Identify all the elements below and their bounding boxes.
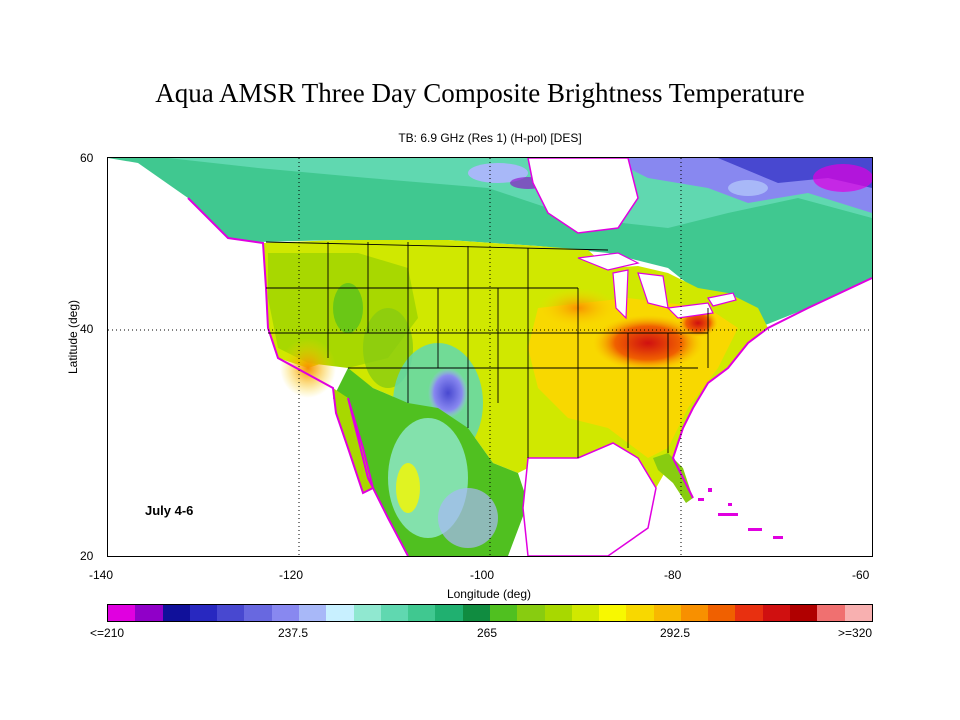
graticule xyxy=(108,158,872,556)
y-tick-40: 40 xyxy=(80,322,94,336)
colorbar-segment-23 xyxy=(735,605,763,621)
colorbar-segment-24 xyxy=(762,605,791,621)
x-tick-neg60: -60 xyxy=(852,568,870,582)
colorbar-label-265: 265 xyxy=(477,626,498,640)
map-canvas xyxy=(108,158,872,556)
colorbar-segment-10 xyxy=(380,605,409,621)
x-tick-neg120: -120 xyxy=(279,568,304,582)
colorbar-segment-15 xyxy=(517,605,545,621)
x-tick-neg140: -140 xyxy=(89,568,114,582)
colorbar-segment-26 xyxy=(817,605,845,621)
colorbar-segment-22 xyxy=(708,605,736,621)
colorbar-segment-19 xyxy=(626,605,654,621)
great-lakes xyxy=(577,252,737,320)
colorbar-label-237: 237.5 xyxy=(278,626,309,640)
florida xyxy=(653,453,693,503)
x-axis-label: Longitude (deg) xyxy=(446,587,532,601)
colorbar xyxy=(107,604,873,622)
colorbar-segment-2 xyxy=(162,605,190,621)
map-subtitle: TB: 6.9 GHz (Res 1) (H-pol) [DES] xyxy=(398,131,582,145)
colorbar-segment-4 xyxy=(217,605,245,621)
y-axis-label: Latitude (deg) xyxy=(66,299,80,375)
colorbar-segment-18 xyxy=(599,605,627,621)
colorbar-label-min: <=210 xyxy=(90,626,125,640)
caribbean-islands xyxy=(698,488,783,539)
y-tick-20: 20 xyxy=(80,549,94,563)
atlantic-coast xyxy=(671,277,872,499)
colorbar-label-292: 292.5 xyxy=(660,626,691,640)
baja-peninsula xyxy=(333,388,373,493)
state-borders xyxy=(265,241,709,458)
x-tick-neg80: -80 xyxy=(664,568,682,582)
colorbar-segment-14 xyxy=(489,605,518,621)
colorbar-segment-5 xyxy=(244,605,272,621)
colorbar-segment-8 xyxy=(326,605,354,621)
colorbar-segment-0 xyxy=(108,605,136,621)
colorbar-segment-25 xyxy=(790,605,818,621)
pacific-coast xyxy=(187,197,409,556)
hudson-bay xyxy=(527,158,639,234)
colorbar-segment-20 xyxy=(653,605,681,621)
colorbar-segment-17 xyxy=(571,605,600,621)
colorbar-segment-27 xyxy=(844,605,872,621)
colorbar-label-max: >=320 xyxy=(838,626,873,640)
date-label: July 4-6 xyxy=(145,503,194,518)
colorbar-segment-11 xyxy=(408,605,436,621)
colorbar-segment-9 xyxy=(353,605,381,621)
colorbar-segment-21 xyxy=(680,605,709,621)
colorbar-segment-3 xyxy=(189,605,218,621)
colorbar-segment-16 xyxy=(544,605,572,621)
brightness-map[interactable] xyxy=(107,157,873,557)
colorbar-segment-1 xyxy=(135,605,163,621)
y-tick-60: 60 xyxy=(80,151,94,165)
colorbar-segment-12 xyxy=(435,605,463,621)
x-tick-neg100: -100 xyxy=(470,568,495,582)
colorbar-segment-6 xyxy=(271,605,299,621)
gulf-of-mexico xyxy=(522,442,657,556)
colorbar-segment-13 xyxy=(462,605,490,621)
page-title: Aqua AMSR Three Day Composite Brightness… xyxy=(155,78,805,108)
colorbar-segment-7 xyxy=(298,605,327,621)
